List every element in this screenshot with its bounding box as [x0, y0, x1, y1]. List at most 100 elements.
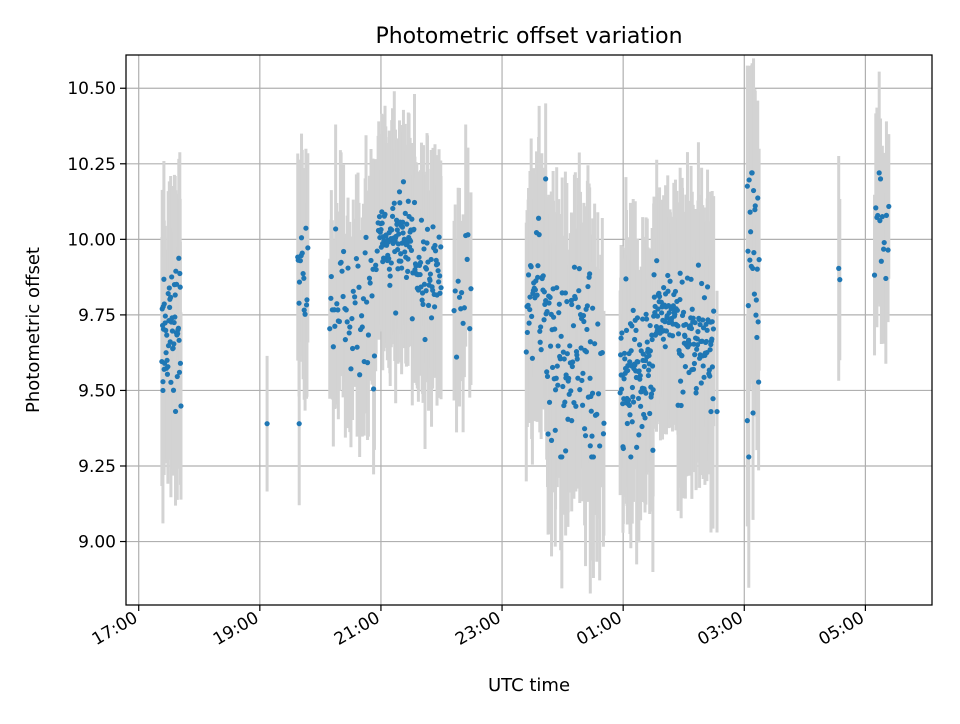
data-point — [537, 339, 543, 345]
data-point — [373, 262, 379, 268]
data-point — [636, 368, 642, 374]
data-point — [752, 203, 758, 209]
data-point — [656, 293, 663, 300]
data-point — [528, 264, 534, 270]
data-point — [618, 386, 625, 392]
data-point — [552, 427, 558, 433]
data-point — [432, 248, 439, 254]
data-point — [175, 325, 182, 331]
data-point — [552, 326, 558, 332]
data-point — [636, 432, 642, 438]
data-point — [709, 364, 715, 370]
data-point — [569, 418, 575, 424]
data-point — [389, 227, 395, 233]
data-point — [333, 226, 339, 232]
data-point — [545, 431, 551, 437]
data-point — [654, 313, 661, 319]
data-point — [640, 351, 646, 357]
data-point — [587, 443, 593, 449]
data-point — [748, 229, 754, 235]
data-point — [453, 354, 460, 360]
data-point — [699, 280, 705, 287]
data-point — [754, 266, 760, 272]
data-point — [166, 285, 172, 291]
data-point — [660, 336, 666, 342]
data-point — [625, 367, 631, 374]
data-point — [644, 339, 650, 345]
data-point — [162, 320, 168, 326]
data-point — [544, 369, 550, 375]
y-tick-label: 9.00 — [78, 533, 116, 553]
data-point — [876, 170, 882, 176]
data-point — [417, 271, 423, 278]
data-point — [620, 445, 626, 452]
data-point — [409, 316, 415, 322]
data-point — [622, 356, 628, 362]
data-point — [303, 302, 310, 308]
data-point — [710, 326, 716, 332]
data-point — [345, 265, 351, 271]
data-point — [576, 288, 582, 294]
data-point — [387, 282, 393, 288]
data-point — [164, 332, 170, 338]
data-point — [438, 244, 444, 250]
data-point — [629, 384, 636, 391]
data-point — [373, 266, 379, 273]
data-point — [525, 272, 532, 278]
data-point — [178, 403, 184, 409]
data-point — [682, 363, 688, 370]
data-point — [692, 352, 698, 358]
data-point — [662, 319, 668, 325]
data-point — [432, 242, 438, 249]
data-point — [837, 277, 843, 283]
data-point — [701, 295, 708, 301]
data-point — [425, 302, 432, 308]
data-point — [165, 364, 171, 370]
data-point — [451, 308, 457, 314]
data-point — [379, 220, 385, 226]
data-point — [540, 273, 546, 279]
data-point — [881, 239, 887, 246]
data-point — [176, 337, 182, 343]
data-point — [328, 273, 334, 280]
data-point — [427, 277, 433, 284]
data-point — [367, 280, 373, 286]
data-point — [663, 328, 670, 334]
data-point — [305, 245, 311, 251]
data-point — [364, 299, 370, 305]
data-point — [387, 273, 393, 279]
data-point — [879, 214, 885, 220]
data-point — [394, 246, 401, 253]
data-point — [698, 380, 704, 386]
data-point — [525, 302, 531, 308]
y-tick-label: 9.75 — [78, 306, 116, 326]
data-point — [390, 205, 396, 212]
data-point — [639, 423, 645, 430]
data-point — [621, 376, 627, 382]
data-point — [403, 274, 410, 281]
data-point — [661, 285, 667, 291]
data-point — [423, 266, 430, 272]
data-point — [877, 176, 884, 182]
data-point — [165, 290, 171, 297]
data-point — [554, 285, 560, 291]
data-point — [340, 293, 346, 300]
data-point — [436, 234, 442, 240]
data-point — [746, 177, 752, 183]
data-point — [468, 286, 474, 292]
data-point — [643, 390, 649, 396]
y-tick-label: 9.25 — [78, 457, 116, 477]
data-point — [674, 307, 680, 313]
data-point — [347, 324, 353, 330]
data-point — [629, 419, 635, 425]
data-point — [338, 259, 344, 265]
data-point — [580, 370, 586, 376]
data-point — [400, 179, 407, 185]
data-point — [169, 328, 176, 334]
data-point — [421, 246, 427, 252]
data-point — [694, 342, 701, 348]
data-point — [535, 263, 541, 269]
x-tick-label: 21:00 — [331, 608, 383, 650]
data-point — [752, 207, 758, 213]
data-point — [386, 266, 392, 272]
